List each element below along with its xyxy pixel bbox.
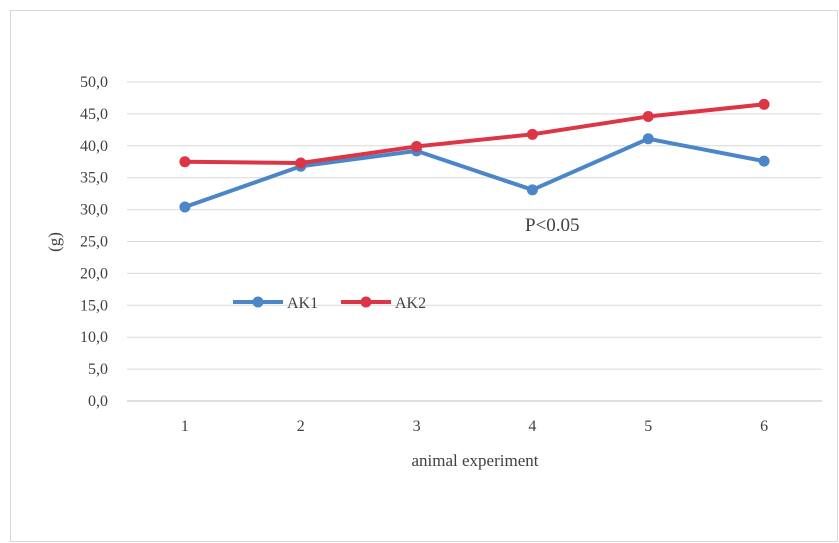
y-tick-label: 15,0: [80, 297, 108, 314]
x-axis-title: animal experiment: [412, 451, 539, 470]
y-tick-label: 25,0: [80, 234, 108, 251]
data-point-ak2: [411, 140, 423, 152]
y-axis-title: (g): [45, 232, 64, 252]
series-points: [179, 98, 770, 213]
y-tick-label: 20,0: [80, 265, 108, 282]
x-tick-label: 5: [644, 418, 652, 435]
significance-annotation: P<0.05: [525, 215, 580, 236]
gridlines: [127, 81, 822, 402]
data-point-ak2: [526, 128, 538, 140]
x-tick-label: 6: [760, 418, 768, 435]
data-point-ak1: [758, 155, 770, 167]
x-tick-label: 3: [413, 418, 421, 435]
legend-item-ak2: AK2: [341, 295, 426, 312]
legend-label: AK2: [395, 295, 426, 312]
legend-item-ak1: AK1: [233, 295, 318, 312]
data-point-ak2: [642, 110, 654, 122]
y-tick-label: 40,0: [80, 138, 108, 155]
y-tick-label: 45,0: [80, 106, 108, 123]
legend-marker: [360, 296, 372, 308]
data-point-ak2: [758, 98, 770, 110]
series-line-ak1: [182, 136, 767, 210]
legend-label: AK1: [287, 295, 318, 312]
y-tick-label: 30,0: [80, 202, 108, 219]
x-tick-label: 4: [528, 418, 536, 435]
series-line-ak2: [182, 102, 767, 166]
chart-frame: [10, 10, 838, 542]
y-tick-label: 10,0: [80, 329, 108, 346]
data-point-ak1: [179, 201, 191, 213]
x-tick-label: 2: [297, 418, 305, 435]
y-tick-label: 5,0: [88, 361, 108, 378]
y-tick-labels: 0,0 5,0 10,0 15,0 20,0 25,0 30,0 35,0 40,0 45,0 50…: [80, 74, 108, 410]
y-tick-label: 35,0: [80, 170, 108, 187]
y-tick-label: 50,0: [80, 74, 108, 91]
legend-marker: [252, 296, 264, 308]
legend: AK1 AK2: [233, 295, 426, 312]
data-point-ak1: [526, 184, 538, 196]
x-tick-labels: 1 2 3 4 5 6: [181, 418, 768, 435]
data-point-ak2: [179, 156, 191, 168]
data-point-ak1: [642, 133, 654, 145]
x-tick-label: 1: [181, 418, 189, 435]
series-lines: [182, 102, 767, 210]
data-point-ak2: [295, 157, 307, 169]
y-tick-label: 0,0: [88, 393, 108, 410]
